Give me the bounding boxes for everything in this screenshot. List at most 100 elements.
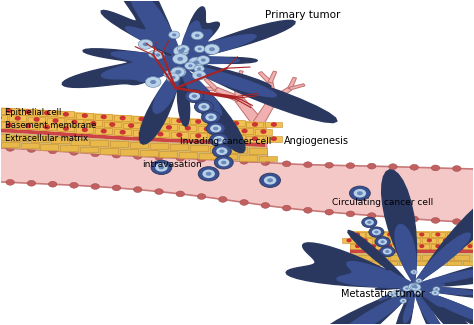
Circle shape: [204, 127, 209, 131]
Circle shape: [197, 194, 206, 200]
Polygon shape: [366, 232, 381, 237]
Polygon shape: [350, 232, 365, 237]
Polygon shape: [246, 136, 264, 142]
Circle shape: [26, 124, 30, 128]
Circle shape: [185, 62, 196, 70]
Circle shape: [436, 245, 440, 247]
Polygon shape: [38, 124, 55, 130]
Circle shape: [210, 125, 221, 132]
Polygon shape: [209, 134, 226, 139]
Circle shape: [213, 127, 219, 130]
Circle shape: [411, 285, 415, 288]
Circle shape: [201, 58, 206, 62]
Polygon shape: [190, 133, 207, 139]
Circle shape: [410, 164, 419, 170]
Polygon shape: [204, 78, 218, 90]
Circle shape: [152, 51, 164, 59]
Polygon shape: [0, 108, 18, 114]
Circle shape: [177, 133, 182, 136]
Polygon shape: [0, 132, 265, 162]
Circle shape: [414, 286, 418, 289]
Text: Circulating cancer cell: Circulating cancer cell: [331, 199, 433, 207]
Circle shape: [218, 159, 229, 166]
Polygon shape: [150, 143, 168, 149]
Circle shape: [48, 181, 57, 187]
Polygon shape: [265, 136, 283, 142]
Circle shape: [372, 233, 375, 236]
Polygon shape: [415, 261, 429, 266]
Polygon shape: [350, 244, 365, 249]
Circle shape: [435, 288, 438, 290]
Circle shape: [234, 136, 238, 139]
Circle shape: [346, 163, 355, 169]
Circle shape: [357, 191, 363, 195]
Circle shape: [143, 42, 148, 46]
Polygon shape: [415, 232, 429, 237]
Polygon shape: [219, 154, 237, 160]
Circle shape: [158, 165, 164, 169]
Circle shape: [175, 70, 181, 74]
Circle shape: [221, 161, 227, 164]
Circle shape: [188, 64, 192, 67]
Circle shape: [453, 166, 461, 172]
Polygon shape: [225, 71, 238, 83]
Circle shape: [400, 298, 407, 303]
Polygon shape: [246, 122, 264, 127]
Circle shape: [34, 118, 39, 121]
Polygon shape: [235, 98, 264, 125]
Circle shape: [372, 245, 375, 247]
Circle shape: [369, 227, 384, 237]
Circle shape: [414, 284, 417, 286]
Circle shape: [110, 123, 115, 126]
Polygon shape: [47, 118, 64, 124]
Circle shape: [410, 270, 417, 274]
Polygon shape: [406, 255, 420, 260]
Circle shape: [436, 233, 440, 236]
Circle shape: [148, 125, 153, 128]
Text: Extracellular matrix: Extracellular matrix: [5, 134, 89, 143]
Circle shape: [129, 124, 134, 127]
Circle shape: [404, 245, 408, 247]
Circle shape: [392, 291, 401, 297]
Circle shape: [385, 250, 390, 253]
Polygon shape: [209, 120, 226, 125]
Polygon shape: [76, 127, 93, 133]
Circle shape: [171, 76, 175, 79]
Circle shape: [283, 205, 291, 211]
Circle shape: [176, 191, 184, 197]
Circle shape: [215, 135, 219, 138]
Circle shape: [101, 129, 106, 133]
Polygon shape: [390, 255, 404, 260]
Polygon shape: [142, 124, 158, 129]
Polygon shape: [123, 123, 140, 128]
Polygon shape: [19, 109, 36, 115]
Polygon shape: [350, 231, 474, 249]
Circle shape: [45, 111, 49, 115]
Circle shape: [112, 185, 121, 191]
Polygon shape: [431, 244, 445, 249]
Circle shape: [375, 237, 390, 247]
Polygon shape: [214, 87, 241, 102]
Circle shape: [192, 71, 206, 80]
Circle shape: [26, 110, 30, 113]
Text: Angiogenesis: Angiogenesis: [284, 136, 349, 147]
Circle shape: [7, 109, 11, 112]
Polygon shape: [152, 117, 169, 123]
Polygon shape: [342, 238, 356, 243]
Circle shape: [194, 100, 213, 113]
Circle shape: [416, 279, 422, 283]
Polygon shape: [199, 153, 217, 159]
Polygon shape: [366, 244, 381, 249]
Circle shape: [260, 173, 281, 188]
Circle shape: [391, 294, 394, 296]
Polygon shape: [0, 108, 265, 143]
Circle shape: [420, 245, 424, 247]
Circle shape: [413, 271, 415, 273]
Polygon shape: [447, 232, 461, 237]
Polygon shape: [114, 129, 131, 135]
Circle shape: [155, 189, 163, 194]
Circle shape: [380, 246, 395, 257]
Circle shape: [197, 156, 206, 162]
Circle shape: [378, 239, 387, 245]
Polygon shape: [210, 146, 228, 152]
